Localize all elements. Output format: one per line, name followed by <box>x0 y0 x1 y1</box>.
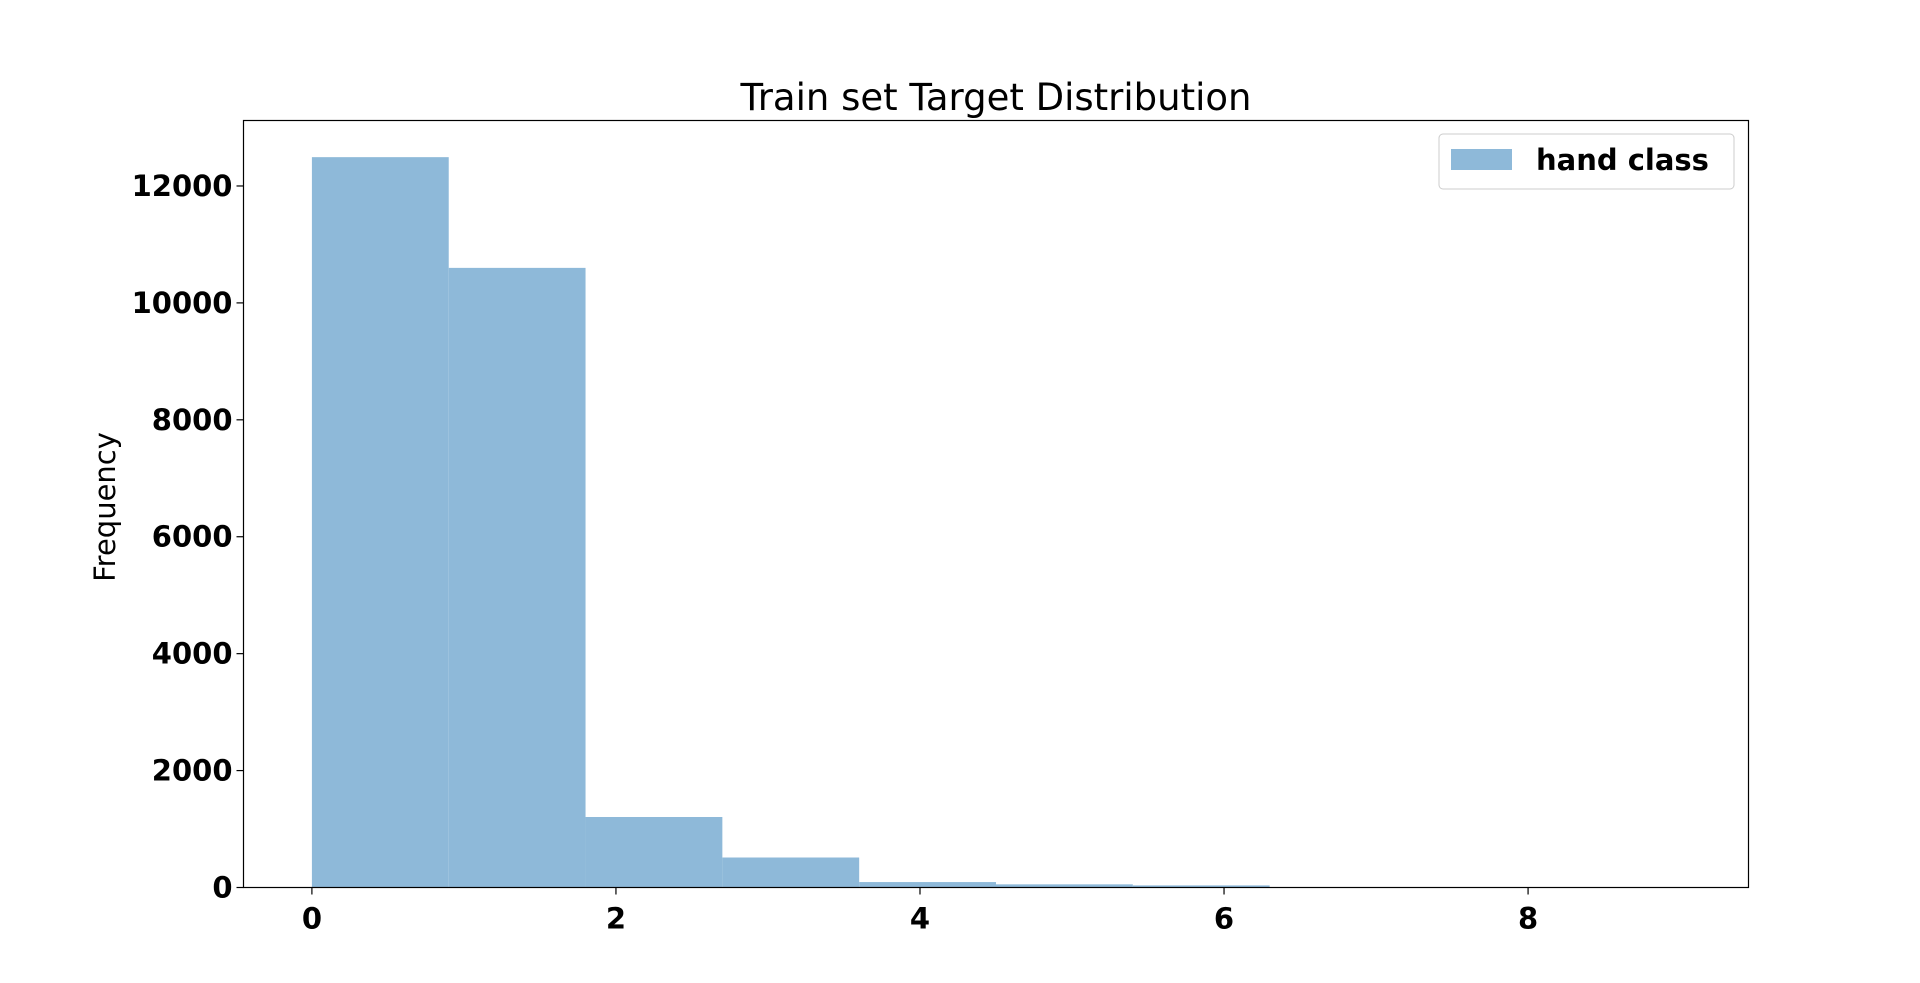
histogram-bar <box>585 816 723 888</box>
y-axis-label: Frequency <box>88 432 122 582</box>
y-tick-label: 12000 <box>132 169 233 203</box>
legend-swatch <box>1451 149 1512 170</box>
histogram-bars <box>311 157 1681 888</box>
y-tick-label: 6000 <box>152 520 233 554</box>
legend-box <box>1438 133 1735 190</box>
legend: hand class <box>1438 133 1735 190</box>
histogram-bar <box>859 882 996 888</box>
y-tick-label: 8000 <box>152 403 233 437</box>
y-axis-ticks: 0 2000 4000 6000 8000 10000 12000 <box>132 169 244 905</box>
x-tick-label: 8 <box>1518 902 1538 936</box>
y-tick-label: 4000 <box>152 637 233 671</box>
y-tick-label: 0 <box>212 871 232 905</box>
x-axis-ticks: 0 2 4 6 8 <box>302 887 1538 936</box>
histogram-bar <box>996 884 1133 888</box>
chart-title: Train set Target Distribution <box>740 76 1252 119</box>
histogram-bar <box>311 157 449 888</box>
plot-frame <box>242 119 1750 889</box>
histogram-bar <box>722 857 860 888</box>
x-tick-label: 2 <box>606 902 626 936</box>
x-tick-label: 6 <box>1214 902 1234 936</box>
histogram-bar <box>448 267 586 888</box>
x-tick-label: 4 <box>910 902 930 936</box>
legend-label: hand class <box>1536 143 1709 177</box>
y-tick-label: 2000 <box>152 754 233 788</box>
histogram-bar <box>1132 885 1270 888</box>
x-tick-label: 0 <box>302 902 322 936</box>
y-tick-label: 10000 <box>132 286 233 320</box>
